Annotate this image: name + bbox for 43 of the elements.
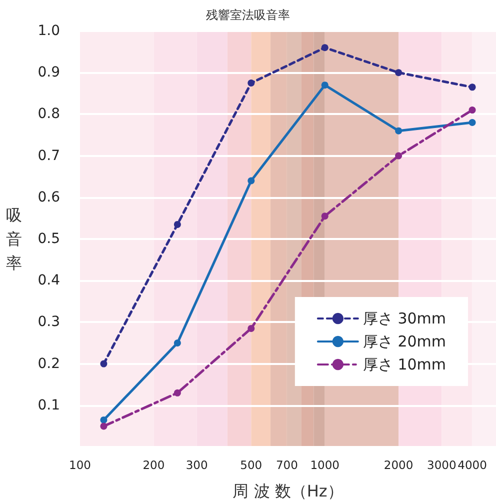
point	[174, 220, 181, 228]
y-tick-label: 0.6	[38, 189, 60, 206]
x-tick-label: 4000	[458, 458, 487, 472]
point	[174, 340, 181, 346]
point	[395, 69, 402, 76]
point	[174, 389, 181, 396]
x-tick-label: 500	[240, 458, 262, 472]
x-tick-label: 1000	[310, 458, 340, 472]
legend-label: 厚さ 10mm	[362, 356, 446, 374]
legend-label: 厚さ 20mm	[362, 332, 446, 350]
y-tick-label: 0.8	[38, 106, 60, 122]
point	[468, 106, 476, 114]
x-tick-label: 100	[69, 458, 91, 472]
x-tick-label: 2000	[384, 458, 414, 472]
point	[100, 422, 108, 430]
y-tick-label: 0.1	[38, 397, 60, 414]
point	[395, 127, 402, 134]
y-tick-label: 0.2	[38, 356, 60, 372]
x-tick-label: 300	[186, 458, 208, 472]
y-tick-label: 1.0	[38, 23, 60, 39]
x-tick-label: 200	[142, 458, 165, 472]
y-axis-title: 吸音率	[6, 206, 22, 272]
x-tick-label: 700	[276, 458, 298, 472]
y-tick-label: 0.4	[38, 272, 60, 289]
point	[468, 84, 476, 91]
y-tick-label: 0.5	[38, 231, 60, 247]
y-tick-label: 0.9	[38, 64, 60, 81]
y-tick-label: 0.7	[38, 148, 60, 164]
point	[100, 416, 108, 424]
point	[248, 177, 255, 184]
point	[395, 152, 402, 160]
chart-title: 残響室法吸音率	[206, 8, 290, 22]
x-tick-label: 3000	[427, 458, 456, 472]
point	[321, 212, 328, 220]
legend-label: 厚さ 30mm	[362, 310, 446, 328]
point	[248, 324, 255, 332]
point	[321, 82, 328, 89]
point	[321, 44, 328, 52]
point	[248, 80, 255, 86]
y-tick-label: 0.3	[38, 314, 60, 330]
point	[100, 360, 108, 368]
x-axis-title: 周 波 数（Hz）	[232, 482, 344, 500]
point	[468, 119, 476, 126]
